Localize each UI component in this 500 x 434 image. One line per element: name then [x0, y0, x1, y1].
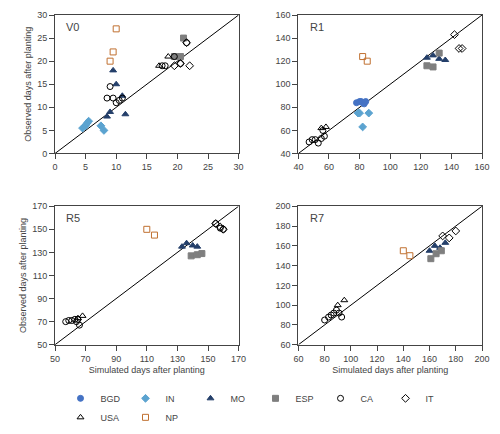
svg-text:5: 5: [83, 162, 88, 172]
svg-text:30: 30: [37, 10, 47, 20]
svg-text:180: 180: [448, 354, 463, 364]
svg-text:10: 10: [111, 162, 121, 172]
svg-text:70: 70: [81, 354, 91, 364]
svg-text:140: 140: [276, 261, 291, 271]
svg-text:160: 160: [276, 10, 291, 20]
svg-text:70: 70: [37, 317, 47, 327]
svg-text:150: 150: [32, 224, 47, 234]
svg-text:120: 120: [276, 281, 291, 291]
svg-text:USA: USA: [101, 413, 120, 423]
svg-text:140: 140: [396, 354, 411, 364]
svg-text:160: 160: [276, 241, 291, 251]
svg-text:60: 60: [324, 162, 334, 172]
svg-text:110: 110: [33, 271, 47, 281]
svg-text:BGD: BGD: [101, 394, 121, 404]
svg-text:0: 0: [52, 162, 57, 172]
svg-text:Simulated days after planting: Simulated days after planting: [89, 365, 205, 375]
svg-text:25: 25: [203, 162, 213, 172]
svg-text:60: 60: [281, 126, 291, 136]
svg-text:CA: CA: [361, 394, 374, 404]
svg-text:100: 100: [343, 354, 358, 364]
svg-text:160: 160: [474, 162, 489, 172]
svg-text:180: 180: [276, 221, 291, 231]
svg-text:110: 110: [140, 354, 154, 364]
svg-text:50: 50: [50, 354, 60, 364]
svg-text:V0: V0: [66, 21, 79, 33]
svg-text:140: 140: [276, 33, 291, 43]
svg-text:130: 130: [170, 354, 185, 364]
svg-text:20: 20: [37, 56, 47, 66]
svg-text:80: 80: [320, 354, 330, 364]
svg-text:120: 120: [276, 56, 291, 66]
svg-text:Simulated days after planting: Simulated days after planting: [332, 365, 448, 375]
svg-text:80: 80: [355, 162, 365, 172]
svg-text:170: 170: [32, 201, 47, 211]
svg-text:10: 10: [37, 102, 47, 112]
svg-text:120: 120: [370, 354, 385, 364]
svg-text:200: 200: [474, 354, 489, 364]
svg-text:60: 60: [281, 340, 291, 350]
svg-text:R7: R7: [310, 212, 324, 224]
svg-text:MO: MO: [231, 394, 246, 404]
svg-text:100: 100: [383, 162, 398, 172]
svg-text:NP: NP: [166, 413, 179, 423]
svg-text:160: 160: [422, 354, 437, 364]
svg-text:ESP: ESP: [296, 394, 314, 404]
svg-text:R1: R1: [310, 21, 324, 33]
svg-text:20: 20: [172, 162, 182, 172]
svg-text:140: 140: [444, 162, 459, 172]
svg-text:120: 120: [413, 162, 428, 172]
svg-text:R5: R5: [66, 212, 80, 224]
svg-text:IN: IN: [166, 394, 175, 404]
svg-text:Observed days after planting: Observed days after planting: [23, 27, 33, 142]
svg-text:Observed days after planting: Observed days after planting: [18, 218, 28, 333]
svg-text:60: 60: [293, 354, 303, 364]
svg-text:0: 0: [42, 149, 47, 159]
svg-text:15: 15: [142, 162, 152, 172]
svg-text:130: 130: [32, 248, 47, 258]
svg-text:40: 40: [281, 149, 291, 159]
svg-text:100: 100: [276, 300, 291, 310]
svg-text:150: 150: [200, 354, 215, 364]
svg-text:50: 50: [37, 340, 47, 350]
svg-text:80: 80: [281, 320, 291, 330]
svg-text:90: 90: [111, 354, 121, 364]
svg-text:15: 15: [37, 79, 47, 89]
svg-text:IT: IT: [426, 394, 435, 404]
svg-text:5: 5: [42, 126, 47, 136]
svg-text:30: 30: [234, 162, 244, 172]
svg-text:100: 100: [276, 79, 291, 89]
svg-text:25: 25: [37, 33, 47, 43]
svg-text:170: 170: [231, 354, 246, 364]
svg-text:40: 40: [293, 162, 303, 172]
svg-text:90: 90: [37, 294, 47, 304]
svg-text:200: 200: [276, 201, 291, 211]
svg-text:80: 80: [281, 102, 291, 112]
